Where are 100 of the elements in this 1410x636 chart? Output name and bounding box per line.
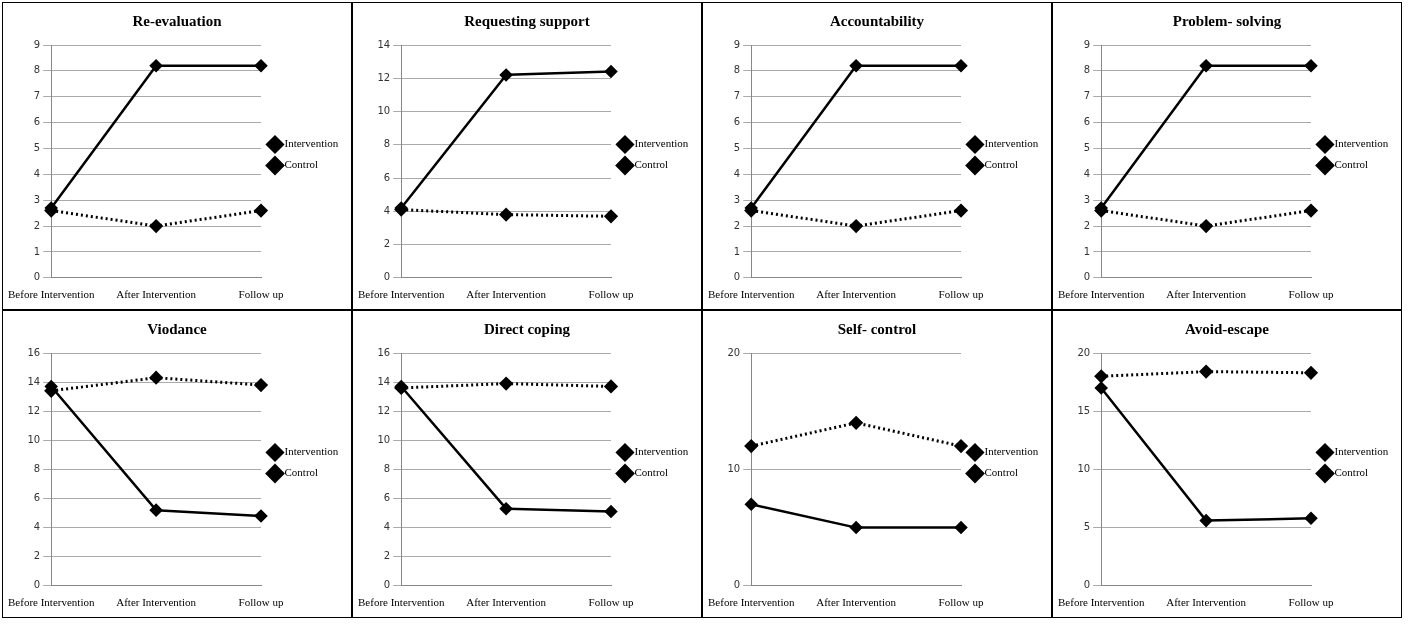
y-tick-label: 8 (33, 462, 41, 474)
legend-label: Intervention (284, 137, 339, 150)
y-tick-label: 4 (383, 521, 391, 533)
y-tick-label: 3 (733, 193, 741, 205)
y-tick-label: 2 (733, 219, 741, 231)
y-tick-label: 4 (33, 521, 41, 533)
legend-label: Intervention (634, 137, 689, 150)
x-tick-label: Before Intervention (358, 596, 445, 609)
y-tick-label: 0 (33, 271, 41, 283)
y-tick-label: 8 (733, 64, 741, 76)
y-tick-label: 20 (1077, 346, 1091, 358)
y-tick-label: 9 (33, 38, 41, 50)
legend-label: Intervention (984, 137, 1039, 150)
y-tick-label: 8 (1083, 64, 1091, 76)
y-tick-label: 5 (1083, 521, 1091, 533)
y-tick-label: 2 (383, 238, 391, 250)
legend-label: Intervention (1334, 445, 1389, 458)
y-tick-label: 4 (383, 204, 391, 216)
y-tick-label: 4 (1083, 167, 1091, 179)
x-tick-label: After Intervention (116, 288, 197, 301)
y-tick-label: 0 (733, 271, 741, 283)
x-tick-label: After Intervention (466, 288, 547, 301)
x-tick-label: Follow up (588, 596, 634, 609)
y-tick-label: 20 (727, 346, 741, 358)
y-tick-label: 6 (33, 492, 41, 504)
y-tick-label: 3 (1083, 193, 1091, 205)
y-tick-label: 9 (1083, 38, 1091, 50)
legend-label: Control (1334, 466, 1369, 479)
x-tick-label: Before Intervention (708, 596, 795, 609)
y-tick-label: 8 (383, 138, 391, 150)
y-tick-label: 7 (1083, 90, 1091, 102)
x-tick-label: Before Intervention (8, 288, 95, 301)
y-tick-label: 6 (1083, 116, 1091, 128)
y-tick-label: 2 (33, 550, 41, 562)
y-tick-label: 16 (27, 346, 41, 358)
y-tick-label: 15 (1077, 404, 1091, 416)
y-tick-label: 10 (377, 433, 391, 445)
legend-label: Intervention (1334, 137, 1389, 150)
x-tick-label: Before Intervention (708, 288, 795, 301)
y-tick-label: 14 (377, 375, 391, 387)
legend-label: Control (284, 466, 319, 479)
chart-title: Problem- solving (1172, 12, 1282, 29)
legend-label: Control (984, 466, 1019, 479)
x-tick-label: After Intervention (1166, 288, 1247, 301)
x-tick-label: Before Intervention (358, 288, 445, 301)
legend-label: Intervention (284, 445, 339, 458)
y-tick-label: 5 (733, 142, 741, 154)
y-tick-label: 2 (383, 550, 391, 562)
legend-label: Intervention (984, 445, 1039, 458)
y-tick-label: 3 (33, 193, 41, 205)
y-tick-label: 0 (383, 271, 391, 283)
x-tick-label: Follow up (238, 596, 284, 609)
y-tick-label: 2 (33, 219, 41, 231)
y-tick-label: 1 (33, 245, 41, 257)
y-tick-label: 6 (383, 171, 391, 183)
y-tick-label: 0 (383, 579, 391, 591)
x-tick-label: Before Intervention (1058, 596, 1145, 609)
y-tick-label: 5 (1083, 142, 1091, 154)
legend-label: Control (984, 158, 1019, 171)
y-tick-label: 1 (1083, 245, 1091, 257)
y-tick-label: 6 (33, 116, 41, 128)
y-tick-label: 6 (733, 116, 741, 128)
y-tick-label: 14 (377, 38, 391, 50)
chart-title: Re-evaluation (132, 12, 223, 29)
y-tick-label: 16 (377, 346, 391, 358)
x-tick-label: After Intervention (116, 596, 197, 609)
y-tick-label: 10 (377, 105, 391, 117)
y-tick-label: 7 (733, 90, 741, 102)
y-tick-label: 0 (1083, 579, 1091, 591)
x-tick-label: Follow up (588, 288, 634, 301)
y-tick-label: 4 (33, 167, 41, 179)
y-tick-label: 10 (1077, 462, 1091, 474)
chart-title: Avoid-escape (1185, 320, 1270, 337)
x-tick-label: Follow up (1288, 288, 1334, 301)
x-tick-label: After Intervention (816, 288, 897, 301)
y-tick-label: 4 (733, 167, 741, 179)
x-tick-label: Follow up (238, 288, 284, 301)
y-tick-label: 12 (377, 71, 391, 83)
chart-title: Direct coping (484, 320, 571, 337)
x-tick-label: Follow up (938, 288, 984, 301)
x-tick-label: Before Intervention (8, 596, 95, 609)
y-tick-label: 9 (733, 38, 741, 50)
y-tick-label: 12 (377, 404, 391, 416)
chart-title: Self- control (837, 320, 917, 337)
legend-label: Control (284, 158, 319, 171)
y-tick-label: 5 (33, 142, 41, 154)
x-tick-label: Follow up (1288, 596, 1334, 609)
x-tick-label: After Intervention (816, 596, 897, 609)
y-tick-label: 2 (1083, 219, 1091, 231)
y-tick-label: 10 (27, 433, 41, 445)
chart-title: Viodance (147, 320, 208, 337)
y-tick-label: 0 (33, 579, 41, 591)
chart-title: Accountability (829, 12, 925, 29)
y-tick-label: 14 (27, 375, 41, 387)
legend-label: Intervention (634, 445, 689, 458)
y-tick-label: 1 (733, 245, 741, 257)
y-tick-label: 8 (33, 64, 41, 76)
legend-label: Control (1334, 158, 1369, 171)
legend-label: Control (634, 466, 669, 479)
y-tick-label: 0 (733, 579, 741, 591)
